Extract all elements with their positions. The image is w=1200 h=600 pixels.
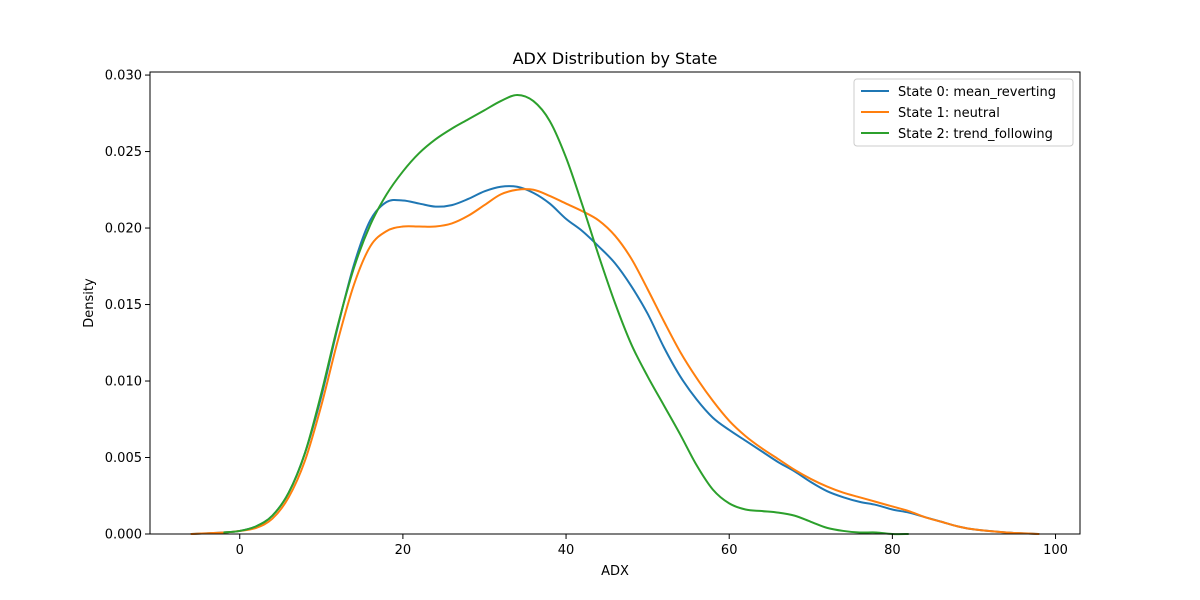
series-lines [190,93,1040,536]
series-line-state-1 [190,188,1040,535]
y-tick-label: 0.010 [105,375,142,390]
y-tick-label: 0.020 [105,222,142,237]
x-tick-label: 80 [884,543,901,558]
x-tick-label: 20 [395,543,412,558]
y-tick-label: 0.000 [105,528,142,543]
legend: State 0: mean_reverting State 1: neutral… [853,78,1074,147]
x-axis-ticks: 0 20 40 60 80 100 [236,534,1068,558]
series-line-state-0 [190,185,1040,535]
legend-box [853,78,1074,147]
y-tick-label: 0.025 [105,145,142,160]
y-axis-label: Density [82,278,97,328]
legend-label-state-2: State 2: trend_following [898,127,1053,142]
x-tick-label: 0 [236,543,244,558]
legend-label-state-0: State 0: mean_reverting [898,85,1056,100]
series-line-state-2 [223,93,909,536]
x-axis-label: ADX [601,564,629,579]
legend-label-state-1: State 1: neutral [898,106,1000,121]
y-tick-label: 0.015 [105,298,142,313]
y-tick-label: 0.030 [105,69,142,84]
x-tick-label: 40 [558,543,575,558]
x-tick-label: 60 [721,543,738,558]
y-axis-ticks: 0.000 0.005 0.010 0.015 0.020 0.025 0.030 [105,69,150,543]
y-tick-label: 0.005 [105,451,142,466]
plot-frame [149,71,1081,535]
x-tick-label: 100 [1043,543,1068,558]
chart-title: ADX Distribution by State [513,49,718,68]
